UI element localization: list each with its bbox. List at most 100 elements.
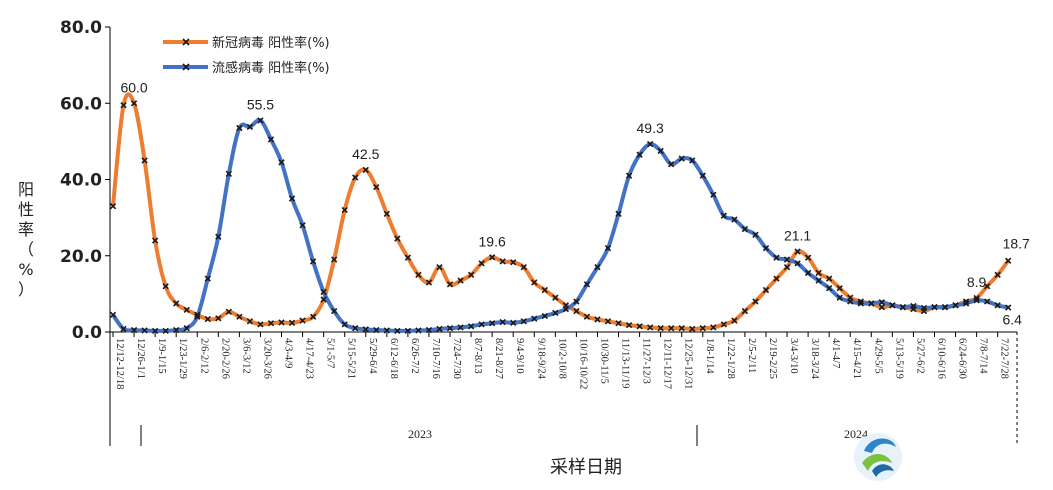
covid-point xyxy=(657,325,664,332)
flu-point xyxy=(499,318,506,326)
covid-series-line xyxy=(111,92,1010,331)
flu-point xyxy=(383,327,390,334)
covid-point xyxy=(615,320,622,327)
flu-point xyxy=(783,256,791,263)
flu-point xyxy=(309,258,317,265)
flu-point xyxy=(162,327,169,335)
covid-point xyxy=(668,325,675,332)
flu-point xyxy=(204,275,211,282)
legend: 新冠病毒 阳性率(%) 流感病毒 阳性率(%) xyxy=(163,35,330,76)
flu-point xyxy=(457,324,464,331)
covid-point xyxy=(636,323,643,330)
flu-point xyxy=(562,305,570,313)
flu-point xyxy=(668,161,675,168)
x-tick-label: 4/1-4/7 xyxy=(830,338,841,368)
data-label: 42.5 xyxy=(352,146,379,162)
covid-point xyxy=(320,296,327,303)
covid-point xyxy=(625,321,633,329)
x-tick-label: 5/27-6/2 xyxy=(914,338,925,374)
x-tick-label: 2/20-2/26 xyxy=(219,338,230,379)
x-tick-label: 1/8-1/14 xyxy=(704,338,715,374)
covid-point xyxy=(151,237,159,244)
x-tick-label: 5/15-5/21 xyxy=(346,338,357,379)
x-tick-label: 4/29-5/5 xyxy=(872,338,883,374)
flu-point xyxy=(573,298,580,305)
x-tick-label: 10/2-10/8 xyxy=(556,338,567,379)
covid-point xyxy=(183,306,190,314)
data-label: 18.7 xyxy=(1003,236,1030,252)
covid-point xyxy=(246,318,254,325)
covid-point xyxy=(962,298,970,305)
flu-point xyxy=(826,284,833,292)
flu-point xyxy=(752,231,759,238)
flu-point xyxy=(878,299,885,306)
flu-point xyxy=(173,326,180,334)
covid-point xyxy=(531,279,538,286)
x-tick-label: 5/13-5/19 xyxy=(893,338,904,379)
x-tick-label: 1/9-1/15 xyxy=(156,338,167,374)
data-label: 6.4 xyxy=(1002,312,1022,328)
covid-point xyxy=(783,264,791,271)
covid-point xyxy=(267,320,275,327)
x-tick-label: 3/20-3/26 xyxy=(261,338,272,379)
x-tick-label: 1/22-1/28 xyxy=(725,338,736,379)
x-tick-label: 10/16-10/22 xyxy=(577,338,588,389)
flu-point xyxy=(689,157,696,164)
flu-point xyxy=(625,172,633,179)
flu-point xyxy=(331,307,338,315)
x-tick-label: 9/18-9/24 xyxy=(535,338,546,380)
x-tick-label: 10/30-11/5 xyxy=(598,338,609,384)
x-tick-label: 7/22-7/28 xyxy=(999,338,1010,379)
covid-point xyxy=(678,325,685,332)
x-tick-label: 12/25-12/31 xyxy=(683,338,694,389)
flu-point xyxy=(404,327,412,335)
covid-point xyxy=(425,279,433,286)
flu-point xyxy=(868,300,875,307)
flu-point xyxy=(320,288,327,296)
flu-point xyxy=(710,191,717,198)
flu-point xyxy=(510,319,517,327)
flu-point xyxy=(478,321,485,328)
x-tick-label: 5/1-5/7 xyxy=(325,338,336,368)
covid-point xyxy=(488,254,496,261)
flu-point xyxy=(236,124,243,132)
flu-point xyxy=(615,210,622,217)
y-ticks: 0.0 20.0 40.0 60.0 80.0 xyxy=(60,18,110,343)
flu-point xyxy=(973,297,980,304)
covid-point xyxy=(373,183,380,191)
x-tick-label: 12/11-12/17 xyxy=(662,338,673,389)
x-tick-label: 5/29-6/4 xyxy=(367,338,378,374)
x-tick-label: 2/19-2/25 xyxy=(767,338,778,379)
flu-point xyxy=(741,225,749,233)
covid-point xyxy=(120,101,127,109)
flu-point xyxy=(994,302,1001,309)
y-tick-label: 0.0 xyxy=(72,323,102,343)
axes xyxy=(109,27,1018,446)
covid-point xyxy=(773,275,780,282)
x-tick-label: 6/24-6/30 xyxy=(957,338,968,379)
flu-point xyxy=(352,325,359,332)
covid-point xyxy=(225,308,233,315)
flu-point xyxy=(436,325,443,333)
flu-point xyxy=(657,147,664,155)
data-label: 49.3 xyxy=(637,120,664,136)
y-tick-label: 40.0 xyxy=(60,171,102,191)
covid-point xyxy=(815,269,822,277)
covid-point xyxy=(594,316,601,323)
covid-point xyxy=(309,313,317,320)
flu-point xyxy=(836,294,843,301)
legend-item-flu: 流感病毒 阳性率(%) xyxy=(163,60,330,76)
x-tick-label: 7/8-7/14 xyxy=(978,338,989,374)
flu-point xyxy=(288,195,296,202)
covid-point xyxy=(278,319,285,326)
covid-point xyxy=(162,283,169,290)
flu-point xyxy=(699,172,706,179)
covid-point xyxy=(204,315,211,323)
flu-point xyxy=(773,254,780,261)
year-label-2024: 2024 xyxy=(844,427,868,441)
y-tick-label: 60.0 xyxy=(60,94,102,114)
covid-point xyxy=(983,283,991,290)
covid-point xyxy=(109,203,117,210)
flu-point xyxy=(678,155,685,162)
flu-point xyxy=(215,233,222,240)
